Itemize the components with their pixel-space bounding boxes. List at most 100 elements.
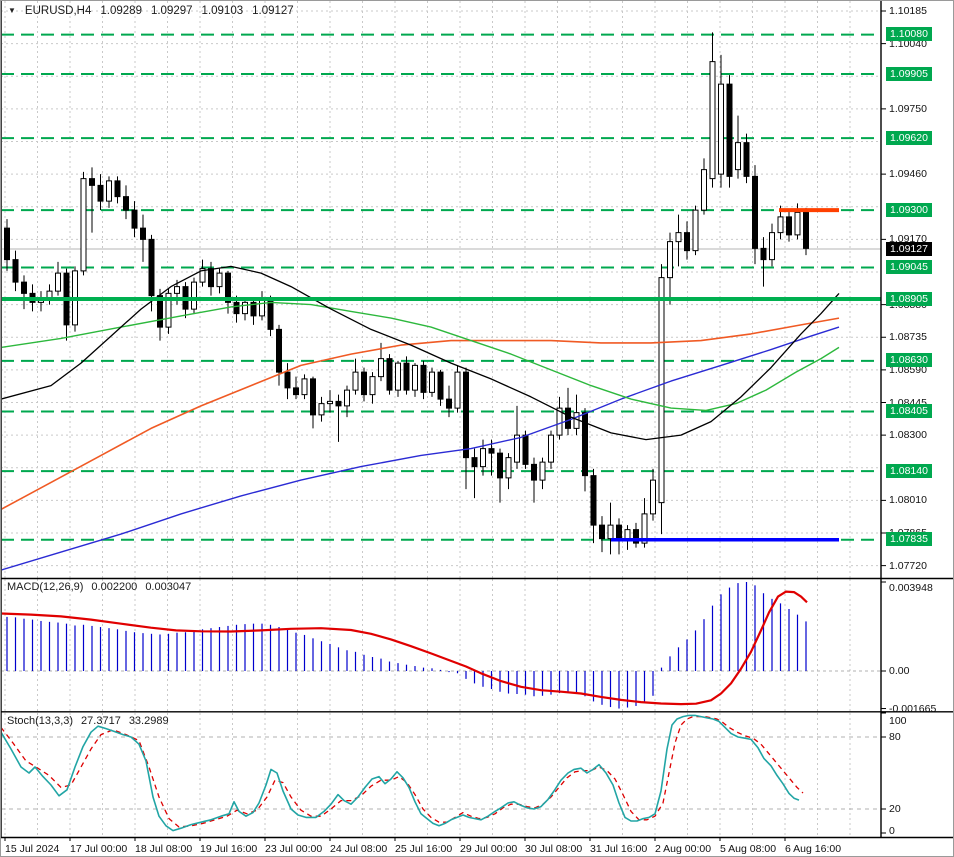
candle: [786, 216, 792, 236]
candle: [344, 389, 350, 407]
stoch-value-d: 33.2989: [128, 715, 169, 727]
borders-and-ticks: [1, 1, 953, 841]
candle: [718, 83, 724, 175]
candle: [148, 238, 155, 297]
candle: [395, 362, 401, 391]
candle: [599, 524, 605, 540]
candle: [327, 400, 333, 405]
candle: [505, 457, 512, 479]
candle: [403, 362, 410, 391]
candle: [429, 371, 435, 393]
main-pane: [1, 1, 881, 578]
candle: [199, 268, 206, 283]
candle: [242, 301, 248, 315]
candle: [769, 232, 775, 261]
candle: [607, 524, 614, 540]
candle: [684, 232, 690, 252]
candle: [216, 272, 223, 288]
candle: [633, 529, 639, 544]
candle: [123, 196, 129, 211]
candle: [471, 457, 478, 468]
candle: [641, 513, 648, 544]
candle: [89, 178, 95, 186]
candle: [131, 209, 138, 229]
candle: [140, 227, 146, 240]
candle: [777, 216, 784, 234]
candle: [55, 272, 61, 292]
candle: [165, 292, 172, 328]
candle: [709, 61, 716, 180]
candle: [514, 434, 520, 463]
candle: [46, 290, 53, 299]
candle: [293, 387, 299, 396]
candle: [752, 175, 758, 249]
candle: [556, 407, 563, 436]
candle: [658, 277, 665, 504]
candle: [310, 378, 316, 416]
candle: [735, 142, 741, 171]
candle: [420, 364, 427, 393]
candle: [743, 142, 750, 177]
chart-title: ▼ EURUSD,H4 1.09289 1.09297 1.09103 1.09…: [8, 5, 294, 17]
candle: [803, 211, 809, 249]
candle: [497, 452, 503, 479]
candle: [590, 475, 597, 526]
stoch-pane: [1, 713, 881, 836]
macd-title: MACD(12,26,9): [7, 581, 84, 593]
symbol-timeframe-label: EURUSD,H4: [24, 5, 92, 17]
candle: [369, 376, 376, 396]
quote-close: 1.09127: [252, 5, 294, 17]
candle: [12, 259, 19, 283]
candle: [97, 184, 104, 202]
candle: [208, 268, 214, 288]
candle: [760, 247, 767, 261]
macd-pane: [1, 579, 881, 711]
candle: [437, 371, 444, 400]
candle: [174, 286, 180, 294]
candle: [692, 209, 699, 252]
candle: [4, 227, 10, 261]
candle: [106, 180, 112, 202]
candle: [446, 398, 452, 409]
candle: [726, 83, 733, 177]
stoch-value-k: 27.3717: [81, 715, 121, 727]
candle: [233, 301, 240, 315]
candle: [301, 378, 308, 396]
quote-high: 1.09297: [150, 5, 193, 17]
candle: [794, 211, 801, 236]
macd-value-signal: 0.003047: [145, 581, 192, 593]
stoch-title: Stoch(13,3,3): [7, 715, 74, 727]
candle: [21, 281, 27, 294]
candle: [488, 448, 495, 454]
candle: [675, 232, 682, 243]
candle: [191, 281, 197, 310]
candle: [701, 169, 707, 211]
candle: [480, 448, 486, 468]
candle: [318, 403, 325, 416]
candle: [386, 358, 393, 391]
candle: [667, 241, 673, 279]
candle: [531, 463, 537, 481]
quote-open: 1.09289: [100, 5, 142, 17]
candle: [412, 364, 418, 391]
candle: [284, 371, 291, 389]
candle: [539, 461, 546, 481]
symbol-dropdown-icon[interactable]: ▼: [8, 5, 16, 15]
candle: [80, 178, 87, 272]
candle: [276, 328, 282, 373]
quote-low: 1.09103: [201, 5, 244, 17]
candle: [463, 371, 469, 459]
macd-indicator-label: MACD(12,26,9) 0.002200 0.003047: [7, 581, 191, 593]
candle: [352, 371, 359, 391]
candle: [378, 358, 384, 378]
candle: [361, 371, 367, 396]
candle: [114, 180, 121, 198]
candle: [250, 301, 257, 317]
stoch-indicator-label: Stoch(13,3,3) 27.3717 33.2989: [7, 715, 169, 727]
candle: [522, 434, 529, 465]
macd-value-main: 0.002200: [91, 581, 138, 593]
candle: [565, 407, 571, 429]
candle: [650, 479, 656, 515]
